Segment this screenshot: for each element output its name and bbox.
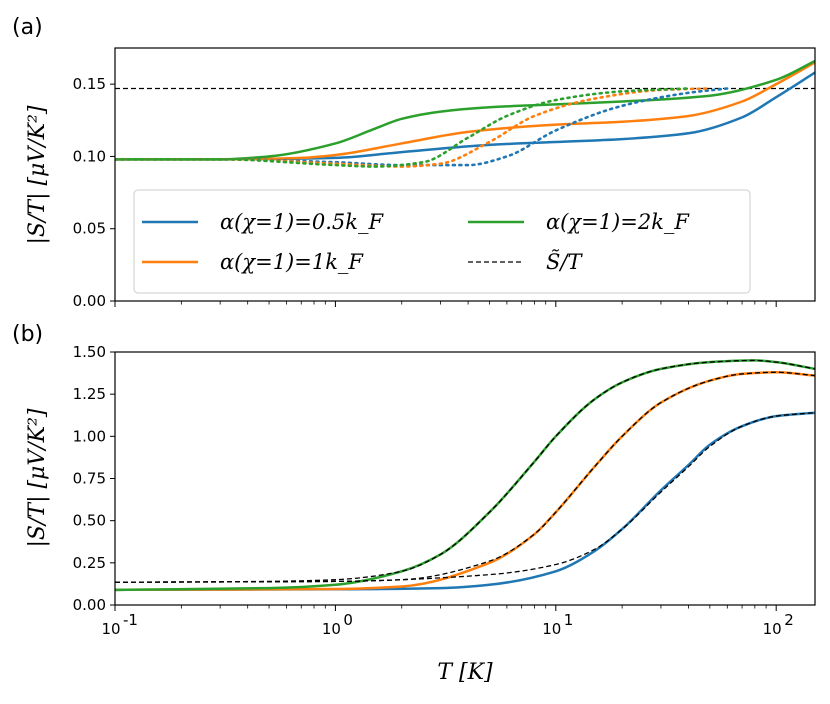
series-line xyxy=(115,87,690,168)
y-tick-label: 0.75 xyxy=(73,470,106,488)
series-line xyxy=(115,411,815,592)
y-tick-label: 0.15 xyxy=(73,75,106,93)
panel-a: 0.00 0.05 0.10 0.15 α(χ=1)=0.5k_F α(χ=1)=1k_F… xyxy=(73,47,816,310)
series-line xyxy=(115,370,815,592)
legend-box xyxy=(133,189,751,294)
x-tick-label: 10 xyxy=(322,620,341,638)
y-tick-label: 0.00 xyxy=(73,292,106,310)
x-tick-label: 10 xyxy=(542,620,561,638)
x-tick-exponent: 2 xyxy=(784,611,794,629)
series-line xyxy=(115,61,815,161)
y-tick-label: 1.25 xyxy=(73,385,106,403)
y-axis-label-a: |S/T| [μV/K²] xyxy=(25,105,50,244)
x-tick-exponent: -1 xyxy=(123,611,138,629)
x-tick-label: 10 xyxy=(763,620,782,638)
legend-label: α(χ=1)=1k_F xyxy=(220,250,364,274)
series-line xyxy=(115,359,815,592)
series-line xyxy=(115,359,815,583)
x-tick-label: 10 xyxy=(101,620,120,638)
y-tick-label: 0.05 xyxy=(73,220,106,238)
x-tick-exponent: 1 xyxy=(564,611,574,629)
x-axis-label: T [K] xyxy=(437,660,493,685)
y-tick-label: 0.00 xyxy=(73,596,106,614)
legend-label: α(χ=1)=0.5k_F xyxy=(220,210,384,234)
y-tick-label: 0.50 xyxy=(73,512,106,530)
legend-label: S̃/T xyxy=(546,250,583,274)
legend-label: α(χ=1)=2k_F xyxy=(546,210,690,234)
y-tick-label: 1.50 xyxy=(73,343,106,361)
legend: α(χ=1)=0.5k_F α(χ=1)=1k_F α(χ=1)=2k_F S̃/T xyxy=(133,189,751,294)
series-line xyxy=(115,87,712,168)
panel-a-label: (a) xyxy=(12,15,43,40)
panel-b: 10 -1 10 0 10 1 10 20.000.250.500.751.001.251.5… xyxy=(73,343,816,638)
series-line xyxy=(115,371,815,583)
plot-frame xyxy=(114,47,816,302)
plot-frame xyxy=(114,351,816,606)
series-line xyxy=(115,412,815,583)
x-tick-exponent: 0 xyxy=(343,611,353,629)
y-axis-label-b: |S/T| [μV/K²] xyxy=(25,408,50,547)
y-tick-label: 0.25 xyxy=(73,554,106,572)
series-line xyxy=(115,71,815,161)
y-tick-label: 1.00 xyxy=(73,427,106,445)
panel-b-label: (b) xyxy=(12,322,43,347)
y-tick-label: 0.10 xyxy=(73,147,106,165)
series-line xyxy=(115,59,815,161)
